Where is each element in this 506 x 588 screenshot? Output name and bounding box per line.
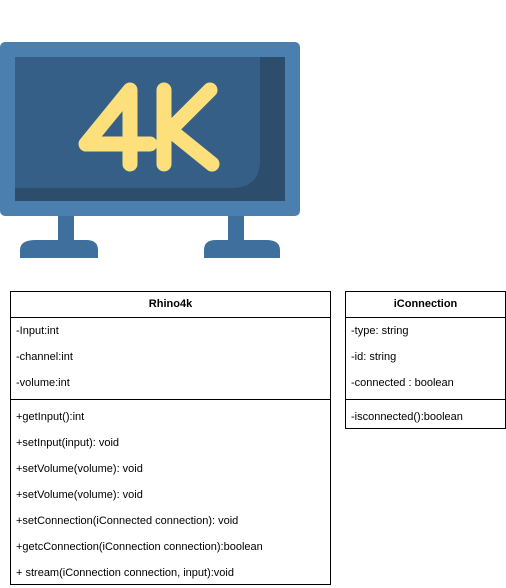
class-rhino4k: Rhino4k -Input:int -channel:int -volume:… — [10, 291, 331, 585]
attribute-row: -Input:int — [16, 325, 59, 337]
attribute-row: -type: string — [351, 325, 409, 337]
class-title: iConnection — [346, 292, 505, 318]
operation-row: -isconnected():boolean — [351, 411, 463, 423]
operation-row: +setConnection(iConnected connection): v… — [16, 515, 239, 527]
class-title: Rhino4k — [11, 292, 330, 318]
attribute-row: -channel:int — [16, 351, 73, 363]
attributes-section: -Input:int -channel:int -volume:int — [11, 318, 330, 400]
class-iconnection: iConnection -type: string -id: string -c… — [345, 291, 506, 429]
operation-row: +getInput():int — [16, 411, 85, 423]
attribute-row: -volume:int — [16, 377, 70, 389]
attributes-section: -type: string -id: string -connected : b… — [346, 318, 505, 400]
operations-section: -isconnected():boolean — [346, 400, 505, 430]
operation-row: +getcConnection(iConnection connection):… — [16, 541, 263, 553]
operation-row: +setVolume(volume): void — [16, 489, 143, 501]
tv-stand — [20, 210, 280, 258]
operation-row: +setVolume(volume): void — [16, 463, 143, 475]
tv-screen — [15, 57, 285, 201]
tv-screen-shadow — [15, 57, 285, 201]
attribute-row: -id: string — [351, 351, 397, 363]
operation-row: +setInput(input): void — [16, 437, 120, 449]
operations-section: +getInput():int +setInput(input): void +… — [11, 400, 330, 586]
operation-row: + stream(iConnection connection, input):… — [16, 567, 234, 579]
tv-4k-icon — [0, 42, 300, 258]
attribute-row: -connected : boolean — [351, 377, 454, 389]
tv-4k-text-icon — [78, 82, 220, 172]
